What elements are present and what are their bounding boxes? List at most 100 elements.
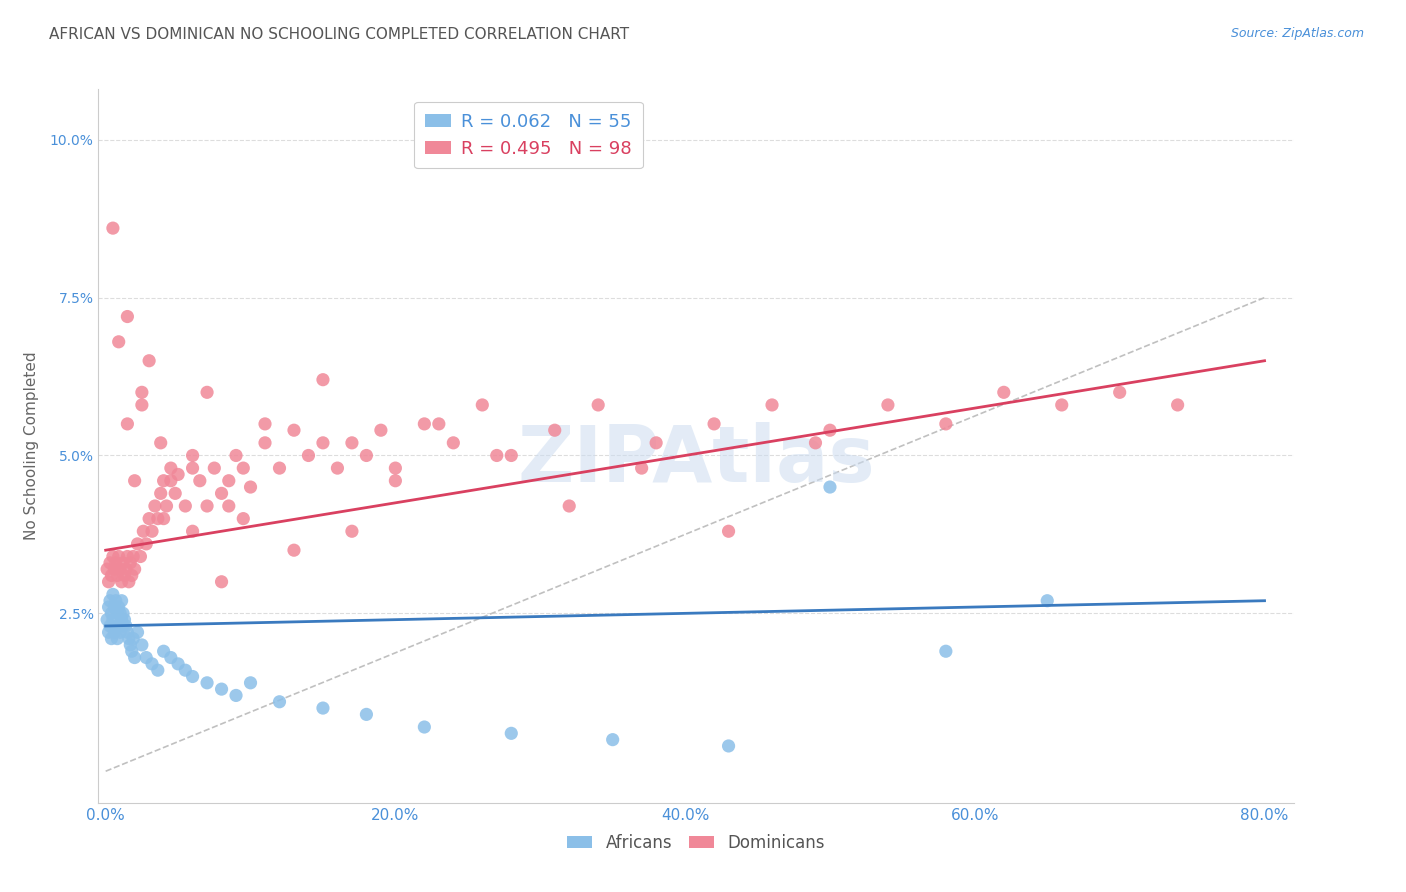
Point: [138, 353, 160, 368]
Point: [120, 556, 142, 570]
Point: [135, 650, 157, 665]
Point: [312, 701, 335, 715]
Point: [103, 600, 125, 615]
Point: [804, 435, 827, 450]
Point: [935, 417, 957, 431]
Point: [138, 511, 160, 525]
Point: [96, 562, 118, 576]
Point: [100, 632, 122, 646]
Point: [160, 461, 183, 475]
Point: [427, 417, 450, 431]
Point: [118, 632, 141, 646]
Point: [118, 574, 141, 589]
Point: [146, 511, 169, 525]
Point: [105, 568, 128, 582]
Point: [100, 607, 122, 621]
Point: [413, 417, 436, 431]
Point: [717, 739, 740, 753]
Point: [232, 511, 254, 525]
Point: [413, 720, 436, 734]
Point: [195, 385, 218, 400]
Point: [131, 398, 153, 412]
Point: [96, 613, 118, 627]
Point: [441, 435, 464, 450]
Point: [149, 486, 172, 500]
Point: [107, 619, 129, 633]
Point: [97, 625, 120, 640]
Point: [239, 480, 262, 494]
Point: [101, 587, 124, 601]
Point: [155, 499, 177, 513]
Point: [127, 537, 149, 551]
Point: [110, 593, 132, 607]
Point: [121, 644, 143, 658]
Point: [112, 607, 135, 621]
Point: [993, 385, 1015, 400]
Point: [107, 549, 129, 564]
Point: [501, 726, 523, 740]
Point: [935, 644, 957, 658]
Point: [127, 625, 149, 640]
Point: [132, 524, 155, 539]
Point: [135, 537, 157, 551]
Point: [160, 474, 183, 488]
Point: [167, 467, 190, 482]
Point: [108, 625, 131, 640]
Point: [225, 449, 247, 463]
Point: [211, 682, 233, 697]
Point: [146, 663, 169, 677]
Point: [181, 461, 204, 475]
Point: [384, 461, 406, 475]
Point: [107, 334, 129, 349]
Text: Source: ZipAtlas.com: Source: ZipAtlas.com: [1230, 27, 1364, 40]
Point: [188, 474, 211, 488]
Point: [108, 562, 131, 576]
Point: [269, 461, 291, 475]
Point: [100, 568, 122, 582]
Text: AFRICAN VS DOMINICAN NO SCHOOLING COMPLETED CORRELATION CHART: AFRICAN VS DOMINICAN NO SCHOOLING COMPLE…: [49, 27, 630, 42]
Point: [471, 398, 494, 412]
Point: [149, 435, 172, 450]
Point: [602, 732, 624, 747]
Point: [104, 619, 127, 633]
Point: [167, 657, 190, 671]
Point: [586, 398, 609, 412]
Point: [120, 638, 142, 652]
Point: [121, 568, 143, 582]
Point: [114, 568, 136, 582]
Point: [356, 707, 378, 722]
Point: [143, 499, 166, 513]
Point: [97, 600, 120, 615]
Point: [717, 524, 740, 539]
Point: [104, 556, 127, 570]
Point: [239, 675, 262, 690]
Point: [181, 669, 204, 683]
Point: [312, 373, 335, 387]
Point: [211, 486, 233, 500]
Point: [1108, 385, 1130, 400]
Point: [485, 449, 508, 463]
Point: [112, 556, 135, 570]
Point: [107, 600, 129, 615]
Point: [124, 562, 146, 576]
Text: ZIPAtlas: ZIPAtlas: [517, 422, 875, 499]
Point: [703, 417, 725, 431]
Point: [195, 499, 218, 513]
Point: [115, 619, 138, 633]
Point: [202, 461, 225, 475]
Point: [269, 695, 291, 709]
Point: [131, 385, 153, 400]
Point: [114, 613, 136, 627]
Point: [152, 511, 174, 525]
Point: [101, 221, 124, 235]
Point: [117, 310, 139, 324]
Point: [174, 499, 197, 513]
Point: [297, 449, 319, 463]
Point: [98, 556, 121, 570]
Point: [165, 486, 187, 500]
Point: [105, 607, 128, 621]
Point: [108, 607, 131, 621]
Point: [253, 417, 276, 431]
Point: [630, 461, 652, 475]
Point: [103, 562, 125, 576]
